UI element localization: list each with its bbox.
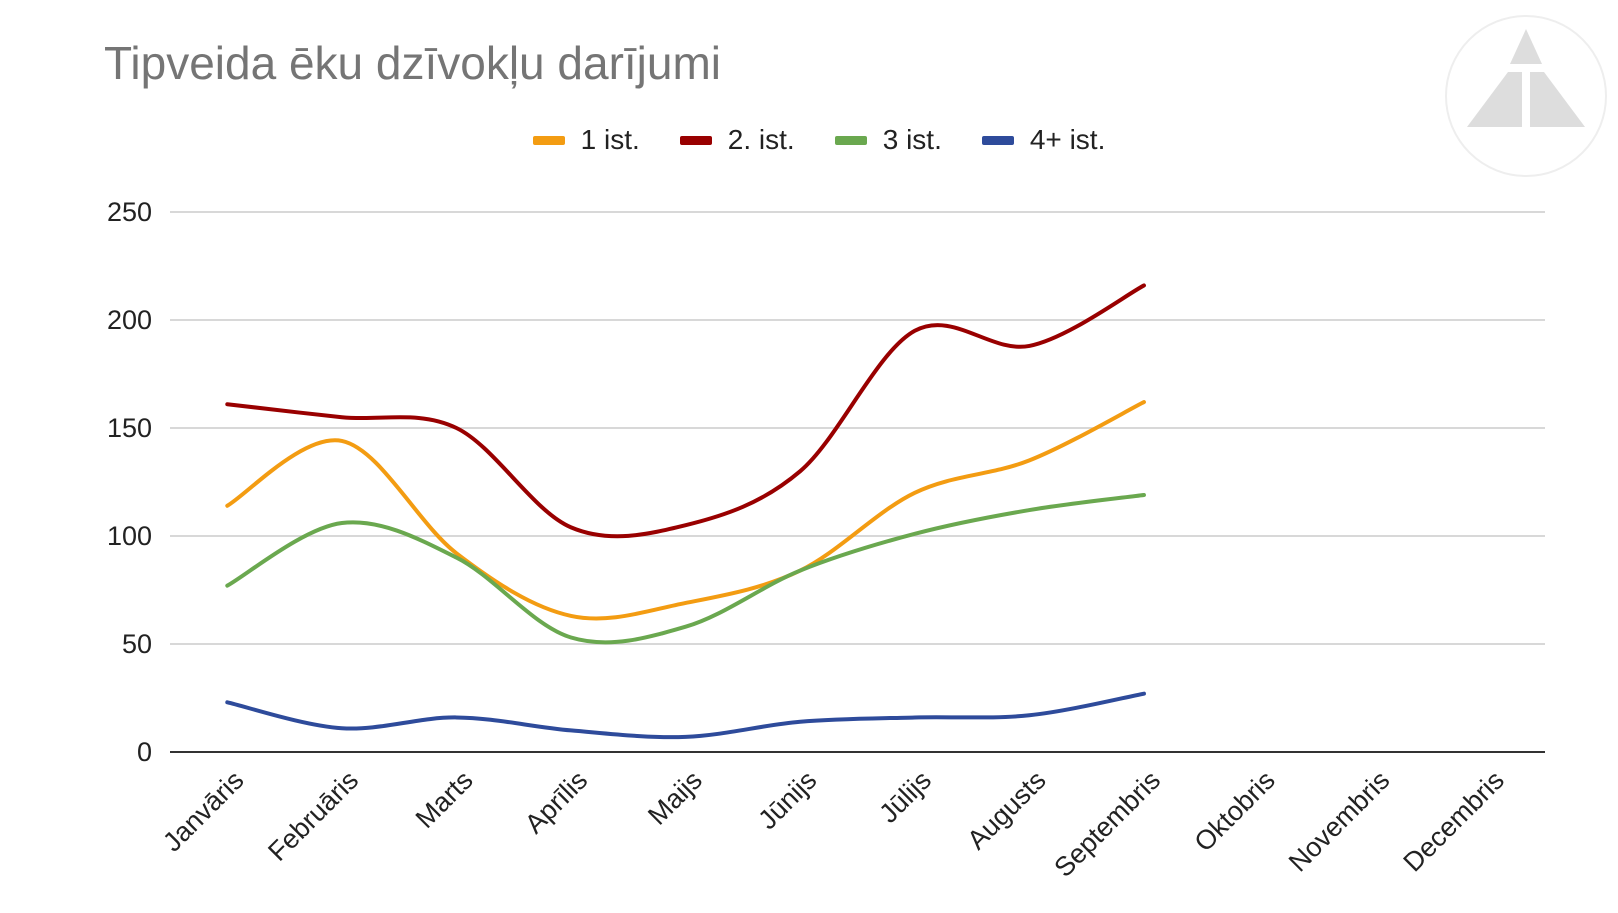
y-tick-label: 200 xyxy=(107,305,152,335)
series-line-3[interactable] xyxy=(225,691,1146,740)
legend-item-3-ist[interactable]: 3 ist. xyxy=(834,124,942,156)
y-axis-ticks: 0 50 100 150 200 250 xyxy=(107,197,152,767)
legend-item-4-ist[interactable]: 4+ ist. xyxy=(981,124,1106,156)
x-tick-label: Septembris xyxy=(1048,765,1166,883)
y-tick-label: 250 xyxy=(107,197,152,227)
x-tick-label: Jūnijs xyxy=(752,765,822,835)
legend-swatch-1-ist xyxy=(532,135,565,145)
legend-swatch-3-ist xyxy=(834,135,867,145)
grid-layer xyxy=(170,211,1545,753)
y-tick-label: 150 xyxy=(107,413,152,443)
x-tick-label: Novembris xyxy=(1283,765,1395,877)
x-axis-ticks: Janvāris Februāris Marts Aprīlis Maijs Jūnijs… xyxy=(157,765,1510,883)
legend-label-4-ist: 4+ ist. xyxy=(1029,124,1106,155)
x-tick-label: Decembris xyxy=(1397,765,1509,877)
logo-triangle-right xyxy=(1530,72,1585,127)
legend-swatch-4-ist xyxy=(981,135,1014,145)
series-layer xyxy=(225,283,1146,740)
x-tick-label: Augusts xyxy=(961,765,1051,855)
x-tick-label: Jūlijs xyxy=(873,765,937,829)
legend-swatch-2-ist xyxy=(679,135,712,145)
legend-label-2-ist: 2. ist. xyxy=(727,124,795,155)
series-line-2[interactable] xyxy=(225,492,1146,645)
logo-triangle-top xyxy=(1510,29,1542,64)
x-tick-label: Aprīlis xyxy=(519,765,593,839)
legend-item-1-ist[interactable]: 1 ist. xyxy=(532,124,640,156)
chart-title: Tipveida ēku dzīvokļu darījumi xyxy=(104,37,722,89)
legend-label-1-ist: 1 ist. xyxy=(580,124,640,155)
chart-legend: 1 ist. 2. ist. 3 ist. 4+ ist. xyxy=(0,124,1618,156)
x-tick-label: Oktobris xyxy=(1188,765,1280,857)
y-tick-label: 100 xyxy=(107,521,152,551)
series-line-0[interactable] xyxy=(225,400,1146,621)
logo-circle xyxy=(1445,15,1607,177)
y-tick-label: 50 xyxy=(122,629,152,659)
logo-triangle-left xyxy=(1467,72,1522,127)
x-tick-label: Marts xyxy=(410,765,479,834)
series-line-1[interactable] xyxy=(225,283,1146,539)
x-tick-label: Maijs xyxy=(642,765,708,831)
watermark-logo xyxy=(1445,15,1607,177)
x-tick-label: Janvāris xyxy=(157,765,249,857)
x-tick-label: Februāris xyxy=(262,765,364,867)
legend-item-2-ist[interactable]: 2. ist. xyxy=(679,124,795,156)
y-tick-label: 0 xyxy=(137,737,152,767)
legend-label-3-ist: 3 ist. xyxy=(882,124,942,155)
